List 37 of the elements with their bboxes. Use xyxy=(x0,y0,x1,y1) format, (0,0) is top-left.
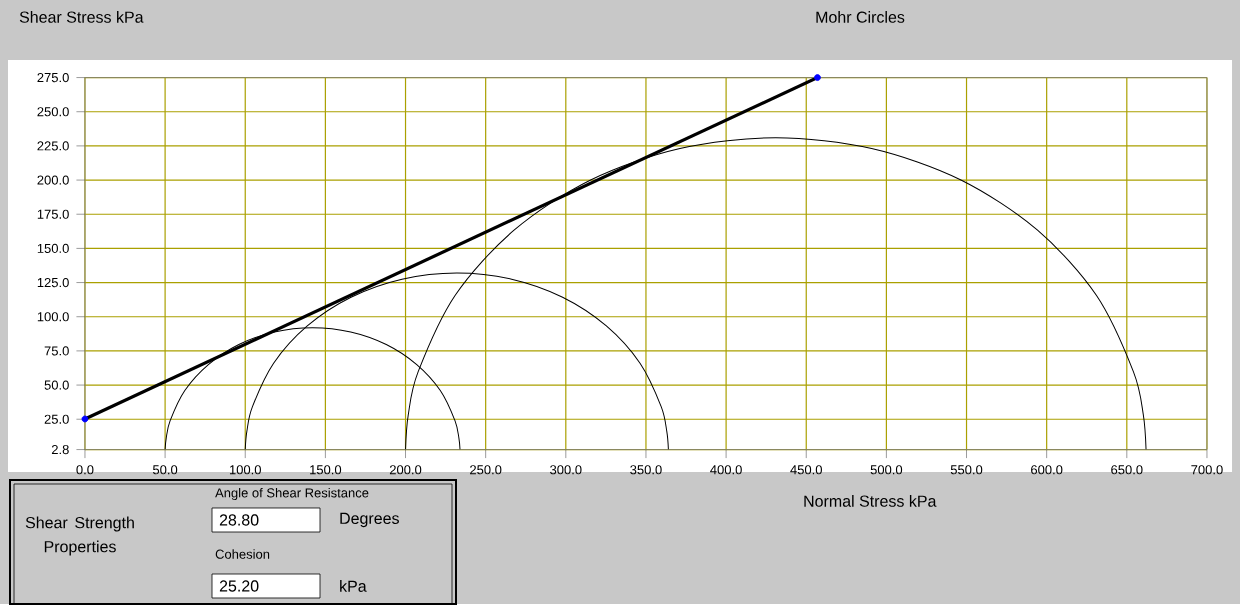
x-axis-title: Normal Stress kPa xyxy=(804,495,937,507)
text: Cohesion xyxy=(215,549,270,559)
x-tick-label: 550.0 xyxy=(950,465,983,475)
x-tick-label: 600.0 xyxy=(1031,465,1063,475)
x-tick-label: 650.0 xyxy=(1111,465,1143,475)
chart-title: Mohr Circles xyxy=(816,11,905,23)
x-tick-label: 450.0 xyxy=(790,465,822,475)
x-tick-label: 100.0 xyxy=(229,465,261,475)
text: Shear Strength Properties xyxy=(25,516,134,556)
y-tick-label: 100.0 xyxy=(37,312,69,322)
y-tick-label: 150.0 xyxy=(37,243,69,253)
text: Degrees xyxy=(340,512,399,528)
text: Angle of Shear Resistance xyxy=(215,487,369,501)
y-axis-title: Shear Stress kPa xyxy=(19,11,144,23)
text: kPa xyxy=(340,580,367,592)
y-tick-label: 25.0 xyxy=(44,414,69,424)
x-tick-label: 200.0 xyxy=(389,465,422,475)
x-tick-label: 500.0 xyxy=(870,465,903,475)
y-tick-label: 225.0 xyxy=(37,141,69,151)
x-tick-label: 50.0 xyxy=(152,465,178,475)
y-tick-label: 2.8 xyxy=(51,444,69,455)
text: 25.20 xyxy=(219,580,259,592)
y-tick-label: 125.0 xyxy=(37,277,69,288)
y-tick-label: 50.0 xyxy=(44,380,69,390)
x-tick-label: 700.0 xyxy=(1191,465,1223,475)
x-tick-label: 300.0 xyxy=(550,465,582,475)
x-tick-label: 0.0 xyxy=(76,465,94,475)
y-tick-label: 175.0 xyxy=(37,209,69,219)
x-tick-label: 250.0 xyxy=(470,465,502,475)
x-tick-label: 350.0 xyxy=(630,465,662,475)
y-tick-label: 200.0 xyxy=(37,175,69,185)
y-tick-label: 75.0 xyxy=(44,346,69,356)
y-tick-label: 250.0 xyxy=(37,107,69,117)
x-tick-label: 400.0 xyxy=(710,465,742,475)
text: 28.80 xyxy=(219,514,259,526)
x-tick-label: 150.0 xyxy=(310,465,342,475)
y-tick-label: 275.0 xyxy=(37,72,69,83)
